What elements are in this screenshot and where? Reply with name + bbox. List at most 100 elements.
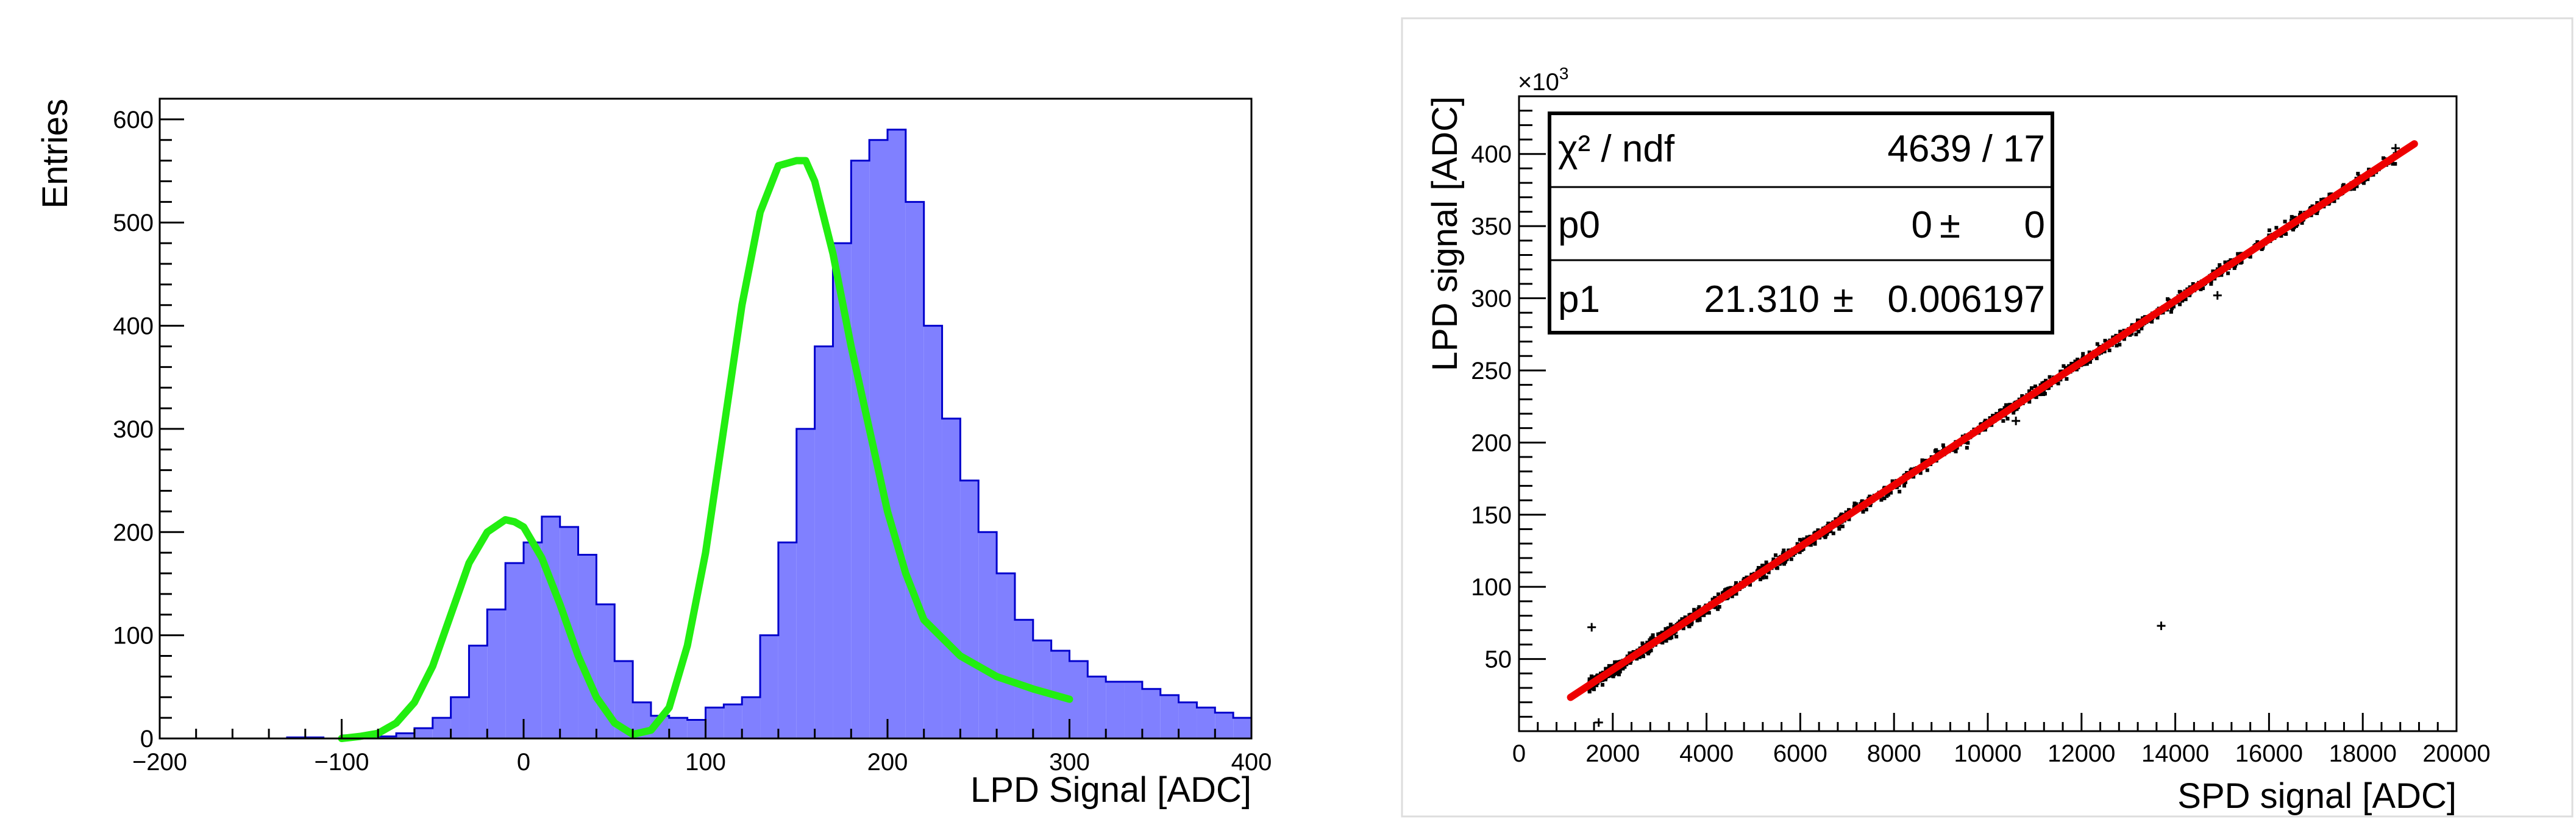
stats-p1-error: 0.006197 bbox=[1887, 278, 2045, 320]
histogram-y-tick-label: 500 bbox=[113, 210, 154, 236]
histogram-bar bbox=[1124, 682, 1142, 738]
histogram-x-tick-label: 100 bbox=[685, 749, 726, 776]
scatter-x-tick-label: 8000 bbox=[1867, 740, 1921, 767]
stats-p1-value: 21.310 bbox=[1704, 278, 1820, 320]
scatter-panel: 0 2000 4000 6000 8000 10000 12000 14000 16000 180… bbox=[1402, 18, 2572, 816]
scatter-y-tick-label: 50 bbox=[1485, 646, 1512, 673]
stats-chi2-value: 4639 / 17 bbox=[1887, 128, 2045, 170]
histogram-y-axis-title: Entries bbox=[35, 99, 75, 209]
histogram-x-tick-label: −100 bbox=[314, 749, 369, 776]
scatter-point bbox=[1954, 450, 1958, 453]
scatter-point bbox=[1934, 449, 1937, 453]
histogram-bar bbox=[505, 563, 524, 738]
histogram-bar bbox=[942, 419, 961, 738]
histogram-y-tick-label: 0 bbox=[140, 726, 154, 752]
scatter-x-tick-label: 12000 bbox=[2048, 740, 2115, 767]
histogram-bar bbox=[1106, 682, 1124, 738]
scatter-point bbox=[1718, 605, 1721, 609]
histogram-bars bbox=[287, 130, 1251, 738]
scatter-point bbox=[1759, 578, 1762, 581]
histogram-y-tick-label: 100 bbox=[113, 623, 154, 650]
histogram-bar bbox=[1233, 718, 1251, 738]
histogram-y-tick-label: 300 bbox=[113, 416, 154, 443]
histogram-bar bbox=[433, 718, 451, 738]
scatter-point bbox=[1813, 542, 1817, 546]
scatter-point bbox=[2043, 392, 2047, 395]
stats-p0-value: 0 bbox=[1912, 204, 1932, 246]
histogram-bar bbox=[1087, 676, 1106, 738]
histogram-bar bbox=[451, 697, 469, 738]
scatter-point bbox=[2001, 419, 2005, 423]
scatter-point bbox=[2005, 417, 2009, 420]
scatter-x-tick-label: 6000 bbox=[1773, 740, 1827, 767]
stats-p0-name: p0 bbox=[1558, 204, 1600, 246]
scatter-x-axis-title: SPD signal [ADC] bbox=[2177, 776, 2457, 816]
scatter-y-axis-title: LPD signal [ADC] bbox=[1425, 96, 1465, 371]
scatter-y-tick-label: 100 bbox=[1471, 574, 1512, 601]
histogram-bar bbox=[669, 718, 688, 738]
stats-p0-pm: ± bbox=[1940, 204, 1960, 246]
histogram-bar bbox=[997, 573, 1015, 738]
histogram-outline bbox=[160, 130, 1251, 738]
histogram-y-tick-label: 400 bbox=[113, 313, 154, 340]
scatter-x-tick-label: 18000 bbox=[2329, 740, 2397, 767]
scatter-point bbox=[2096, 342, 2099, 346]
histogram-y-ticks: 0100200300400500600 bbox=[113, 107, 184, 752]
histogram-bar bbox=[524, 542, 542, 738]
histogram-y-tick-label: 200 bbox=[113, 519, 154, 546]
scatter-point bbox=[1837, 527, 1841, 531]
scatter-point bbox=[2169, 310, 2173, 314]
histogram-bar bbox=[797, 429, 815, 738]
histogram-bar bbox=[1197, 707, 1215, 738]
histogram-bar bbox=[906, 202, 924, 738]
histogram-bar bbox=[1179, 703, 1197, 738]
scatter-point bbox=[2065, 377, 2068, 381]
scatter-point bbox=[1941, 444, 1945, 447]
scatter-y-tick-label: 300 bbox=[1471, 286, 1512, 313]
histogram-x-tick-label: 200 bbox=[867, 749, 908, 776]
stats-p1-pm: ± bbox=[1833, 278, 1854, 320]
scatter-point bbox=[2226, 272, 2230, 275]
scatter-x-tick-label: 14000 bbox=[2141, 740, 2209, 767]
scatter-y-tick-label: 250 bbox=[1471, 358, 1512, 384]
histogram-bar bbox=[706, 707, 724, 738]
histogram-panel: −200 −100 0 100 200 300 400 0 100 200 300 400 500 60… bbox=[35, 99, 1272, 810]
histogram-bar bbox=[778, 542, 797, 738]
histogram-bar bbox=[1142, 689, 1161, 738]
scatter-point bbox=[2081, 352, 2085, 356]
scatter-point bbox=[1965, 446, 1969, 450]
histogram-bar bbox=[760, 635, 778, 738]
histogram-bar bbox=[815, 346, 833, 738]
scatter-point bbox=[1646, 652, 1650, 656]
scatter-x-tick-label: 4000 bbox=[1679, 740, 1734, 767]
scatter-point bbox=[1774, 553, 1777, 557]
histogram-bar bbox=[1215, 713, 1233, 738]
scatter-point bbox=[1926, 469, 1929, 472]
histogram-bar bbox=[960, 481, 978, 738]
scatter-point bbox=[2030, 386, 2033, 390]
scatter-x-tick-label: 20000 bbox=[2422, 740, 2490, 767]
histogram-x-axis-title: LPD Signal [ADC] bbox=[970, 770, 1251, 810]
scatter-point bbox=[2274, 226, 2278, 230]
scatter-point bbox=[2166, 297, 2169, 301]
scatter-x-tick-label: 2000 bbox=[1585, 740, 1640, 767]
histogram-bar bbox=[415, 728, 433, 738]
scatter-y-tick-label: 350 bbox=[1471, 213, 1512, 240]
histogram-bar bbox=[487, 609, 505, 738]
scatter-point bbox=[1898, 490, 1901, 494]
histogram-bar bbox=[688, 720, 706, 738]
scatter-point bbox=[1588, 690, 1592, 693]
histogram-frame bbox=[160, 99, 1251, 738]
stats-p1-name: p1 bbox=[1558, 278, 1600, 320]
fit-stats-box: χ² / ndf 4639 / 17 p0 0 ± 0 p1 21.310 ± … bbox=[1550, 113, 2052, 333]
histogram-bar bbox=[888, 130, 906, 738]
scatter-point bbox=[1651, 633, 1655, 637]
scatter-x-tick-label: 10000 bbox=[1954, 740, 2021, 767]
scatter-y-tick-label: 150 bbox=[1471, 502, 1512, 529]
scatter-point bbox=[2393, 162, 2397, 166]
figure: −200 −100 0 100 200 300 400 010020030040050060… bbox=[0, 0, 2576, 839]
histogram-bar bbox=[578, 555, 597, 738]
scatter-point bbox=[2178, 302, 2182, 306]
histogram-x-tick-label: −200 bbox=[132, 749, 187, 776]
histogram-bar bbox=[978, 532, 997, 738]
